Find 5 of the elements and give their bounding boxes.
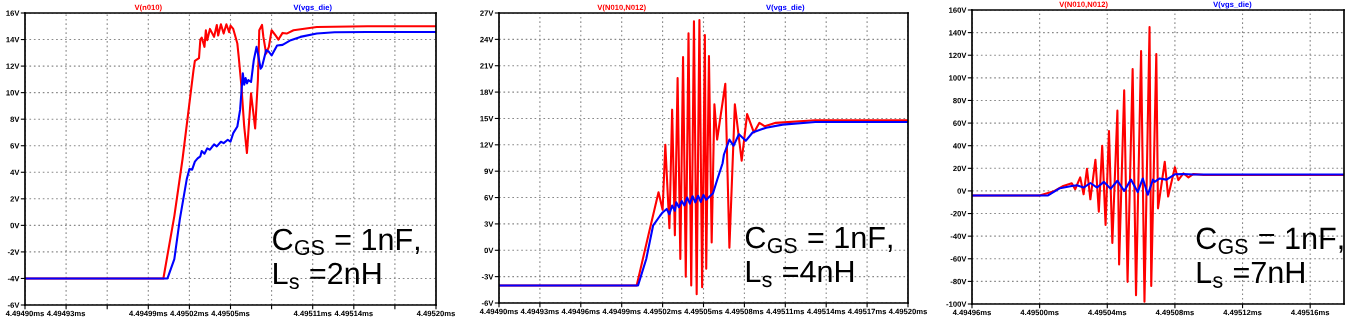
text: C$_{GS}$ = 1nF, L$_{s}$ =4nH <box>745 226 892 288</box>
line-series <box>499 120 908 287</box>
text: C$_{GS}$ = 1nF, L$_{s}$ =7nH <box>1196 227 1343 288</box>
text: C$_{GS}$ = 1nF, L$_{s}$ =2nH <box>273 228 419 290</box>
line-series <box>972 172 1344 197</box>
